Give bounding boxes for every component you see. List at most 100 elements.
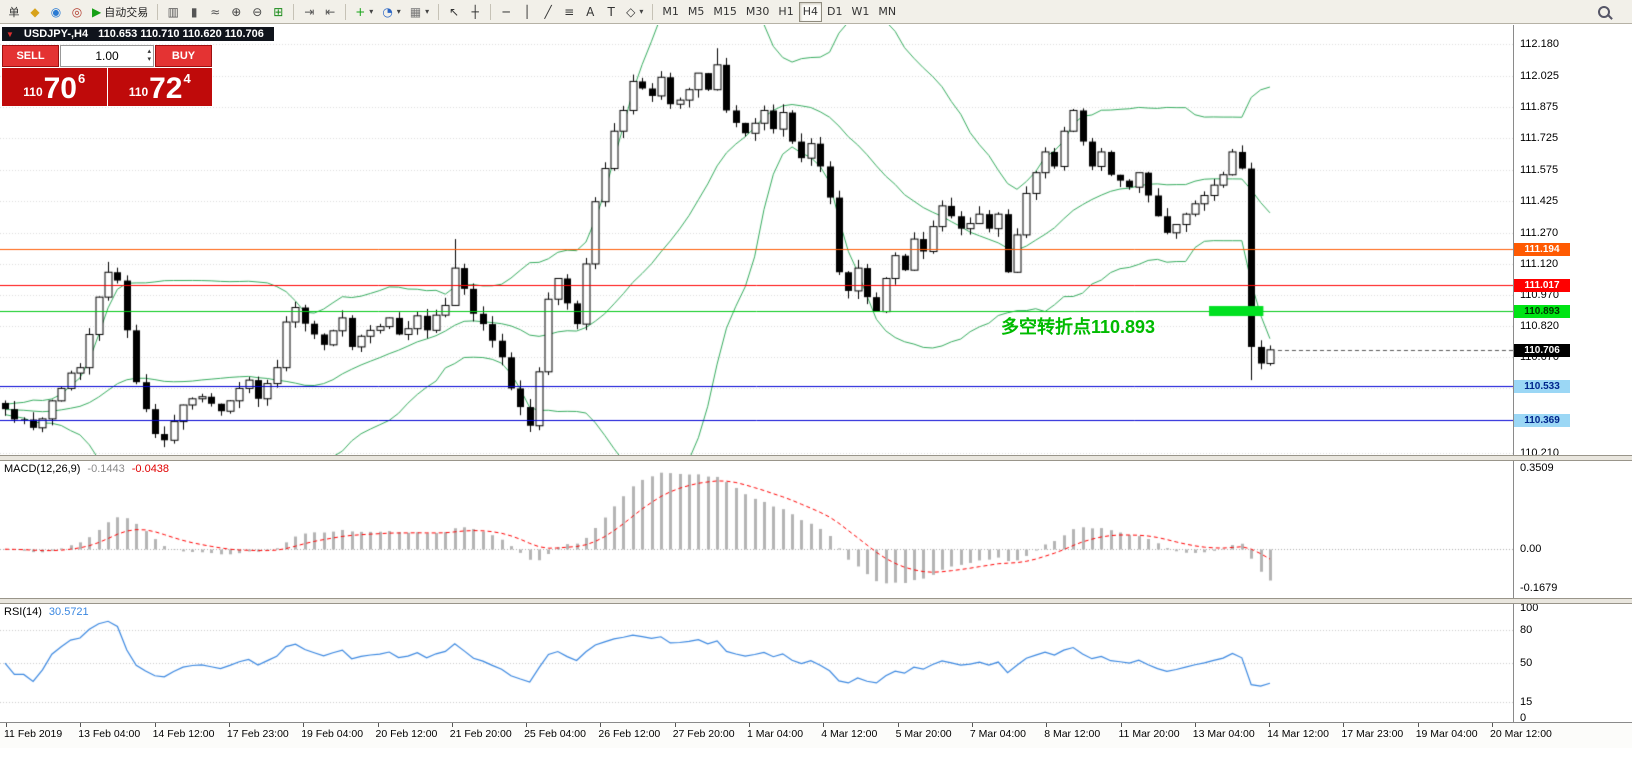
time-axis-tick — [897, 723, 899, 727]
tf-m15-button[interactable]: M15 — [709, 2, 741, 22]
sell-button[interactable]: SELL — [2, 45, 59, 67]
cursor-icon-glyph: ↖ — [449, 4, 460, 19]
rsi-chart-canvas[interactable] — [0, 604, 1513, 722]
tf-w1-button[interactable]: W1 — [847, 2, 873, 22]
time-axis-label: 5 Mar 20:00 — [895, 728, 952, 740]
tile-windows-icon[interactable]: ⊞ — [268, 2, 288, 22]
time-axis-tick — [1492, 723, 1493, 727]
toolbar-separator — [652, 3, 654, 20]
toolbar-group: ↖ ┼ — [444, 2, 485, 22]
tf-mn-button[interactable]: MN — [874, 2, 900, 22]
market-icon-glyph: ◎ — [71, 4, 83, 19]
collapse-triangle-icon[interactable]: ▼ — [6, 29, 14, 39]
label-tool-icon[interactable]: T — [601, 2, 621, 22]
time-axis-tick — [303, 723, 305, 727]
rsi-label: RSI(14) 30.5721 — [4, 606, 89, 618]
volume-down-icon[interactable]: ▾ — [147, 56, 151, 63]
tf-h4-button[interactable]: H4 — [798, 1, 822, 22]
time-axis-tick — [1417, 723, 1419, 727]
toolbar-group: M1 M5 M15 M30 H1 H4 D1 W1 MN — [658, 1, 900, 22]
trendline-icon[interactable]: ╱ — [538, 2, 558, 22]
level-price-badge: 111.017 — [1514, 279, 1570, 293]
macd-chart-canvas[interactable] — [0, 461, 1513, 598]
time-axis-label: 19 Mar 04:00 — [1415, 728, 1478, 740]
auto-trading-button[interactable]: ▶ 自动交易 — [88, 2, 152, 22]
crosshair-icon[interactable]: ┼ — [465, 2, 485, 22]
text-tool-icon[interactable]: A — [580, 2, 600, 22]
chart-shift-icon[interactable]: ⇤ — [320, 2, 340, 22]
pivot-annotation: 多空转折点110.893 — [1001, 317, 1156, 337]
periods-button[interactable]: ◔ ▾ — [378, 2, 405, 22]
sell-price-prefix: 110 — [23, 85, 43, 99]
community-icon[interactable]: ◉ — [46, 2, 66, 22]
time-axis-tick — [154, 723, 156, 727]
templates-button[interactable]: ▦ ▾ — [406, 2, 433, 22]
time-axis-tick — [1343, 723, 1345, 727]
macd-axis-tick: 0.3509 — [1520, 461, 1554, 474]
tf-m1-button[interactable]: M1 — [658, 2, 683, 22]
macd-name: MACD(12,26,9) — [4, 463, 81, 475]
bar-chart-icon[interactable]: ▥ — [163, 2, 183, 22]
indicators-button[interactable]: + ▾ — [351, 2, 377, 22]
toolbar-group: ▥ ▮ ≈ ⊕ ⊖ ⊞ — [163, 2, 288, 22]
price-axis-tick: 112.025 — [1520, 70, 1559, 83]
time-axis-tick — [80, 723, 82, 727]
sell-price[interactable]: 110 70 6 — [2, 68, 107, 106]
tf-h1-button[interactable]: H1 — [774, 2, 797, 22]
fibonacci-icon[interactable]: ≡ — [559, 2, 579, 22]
market-icon[interactable]: ◎ — [67, 2, 87, 22]
tf-m30-button[interactable]: M30 — [742, 2, 774, 22]
auto-scroll-icon[interactable]: ⇥ — [299, 2, 319, 22]
cursor-icon[interactable]: ↖ — [444, 2, 464, 22]
tf-m5-button-label: M5 — [687, 5, 705, 18]
chart-ohlc-strip: ▼ USDJPY-,H4 110.653 110.710 110.620 110… — [2, 27, 274, 41]
toolbar-group: ─ │ ╱ ≡ A T ◇ ▾ — [496, 2, 647, 22]
line-chart-icon-glyph: ≈ — [210, 4, 221, 19]
time-axis-tick — [6, 723, 7, 727]
buy-button[interactable]: BUY — [155, 45, 212, 67]
zoom-out-icon[interactable]: ⊖ — [247, 2, 267, 22]
volume-input[interactable]: 1.00 ▴ ▾ — [60, 45, 154, 67]
time-axis[interactable]: 11 Feb 2019 13 Feb 04:00 14 Feb 12:00 17 Fe… — [0, 722, 1632, 748]
line-chart-icon[interactable]: ≈ — [205, 2, 225, 22]
charts-icon-glyph: ◆ — [30, 4, 40, 19]
panel-splitter-2[interactable] — [0, 598, 1632, 604]
time-axis-label: 27 Feb 20:00 — [672, 728, 735, 740]
current-price-badge: 110.706 — [1514, 343, 1570, 357]
toolbar-group: ⇥ ⇤ — [299, 2, 340, 22]
tf-m5-button[interactable]: M5 — [684, 2, 709, 22]
time-axis-tick — [377, 723, 379, 727]
panel-splitter-1[interactable] — [0, 455, 1632, 461]
tf-d1-button[interactable]: D1 — [823, 2, 846, 22]
macd-label: MACD(12,26,9) -0.1443 -0.0438 — [4, 463, 169, 475]
tf-w1-button-label: W1 — [851, 5, 870, 18]
chevron-down-icon: ▾ — [369, 7, 374, 16]
buy-price[interactable]: 110 72 4 — [107, 68, 212, 106]
zoom-out-icon-glyph: ⊖ — [252, 4, 263, 19]
price-chart-canvas[interactable] — [0, 25, 1513, 455]
ohlc-values: 110.653 110.710 110.620 110.706 — [98, 28, 264, 40]
candlestick-chart-icon[interactable]: ▮ — [184, 2, 204, 22]
toolbar-separator — [490, 3, 492, 20]
time-axis-tick — [600, 723, 602, 727]
horizontal-line-icon[interactable]: ─ — [496, 2, 516, 22]
macd-signal-value: -0.0438 — [131, 463, 170, 475]
shapes-button[interactable]: ◇ ▾ — [622, 2, 647, 22]
vertical-line-icon[interactable]: │ — [517, 2, 537, 22]
templates-button-glyph: ▦ — [409, 4, 422, 19]
rsi-axis-tick: 50 — [1520, 657, 1533, 669]
chart-shift-icon-glyph: ⇤ — [325, 4, 336, 19]
time-axis-label: 20 Mar 12:00 — [1490, 728, 1552, 740]
time-axis-label: 13 Mar 04:00 — [1192, 728, 1255, 740]
volume-spinner: ▴ ▾ — [147, 48, 151, 64]
time-axis-tick — [971, 723, 973, 727]
zoom-in-icon[interactable]: ⊕ — [226, 2, 246, 22]
rsi-axis-tick: 0 — [1520, 712, 1527, 724]
volume-up-icon[interactable]: ▴ — [147, 48, 151, 55]
periods-button-glyph: ◔ — [382, 4, 393, 19]
charts-icon[interactable]: ◆ — [25, 2, 45, 22]
time-axis-tick — [1269, 723, 1271, 727]
search-icon[interactable] — [1594, 2, 1614, 22]
new-order-button[interactable]: 单 — [4, 2, 24, 22]
price-axis-tick: 110.820 — [1520, 320, 1559, 333]
